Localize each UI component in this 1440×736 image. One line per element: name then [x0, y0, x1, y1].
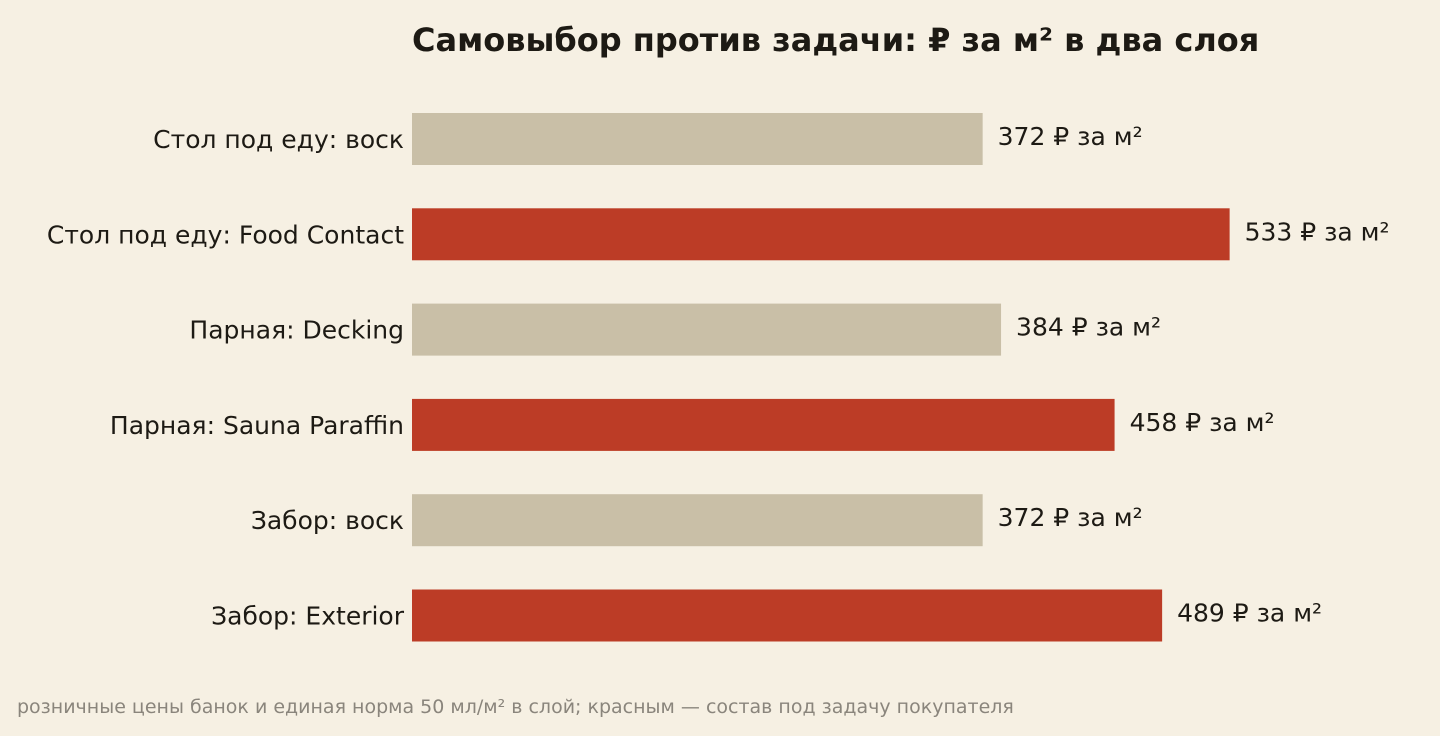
bar-2	[412, 208, 1230, 261]
bar-4	[412, 398, 1115, 451]
value-label: 372 ₽ за м²	[998, 503, 1143, 532]
category-label: Парная: Decking	[189, 316, 404, 345]
category-label: Забор: Exterior	[211, 602, 405, 631]
value-label: 384 ₽ за м²	[1016, 313, 1161, 342]
footnote: розничные цены банок и единая норма 50 м…	[17, 696, 1014, 718]
value-label: 458 ₽ за м²	[1130, 408, 1275, 437]
chart-title: Самовыбор против задачи: ₽ за м² в два с…	[412, 21, 1260, 59]
bar-3	[412, 303, 1002, 356]
category-label: Стол под еду: Food Contact	[47, 220, 404, 249]
bar-5	[412, 494, 983, 547]
value-label: 533 ₽ за м²	[1245, 217, 1390, 246]
category-label: Парная: Sauna Paraffin	[110, 411, 404, 440]
bars-layer: Стол под еду: воск 372 ₽ за м² Стол под ед…	[47, 113, 1390, 642]
category-label: Стол под еду: воск	[153, 125, 404, 154]
value-label: 489 ₽ за м²	[1177, 599, 1322, 628]
bar-1	[412, 113, 983, 165]
bar-chart: Стол под еду: воск 372 ₽ за м² Стол под ед…	[47, 113, 1390, 642]
bar-6	[412, 589, 1163, 642]
value-label: 372 ₽ за м²	[998, 122, 1143, 151]
category-label: Забор: воск	[251, 506, 404, 535]
